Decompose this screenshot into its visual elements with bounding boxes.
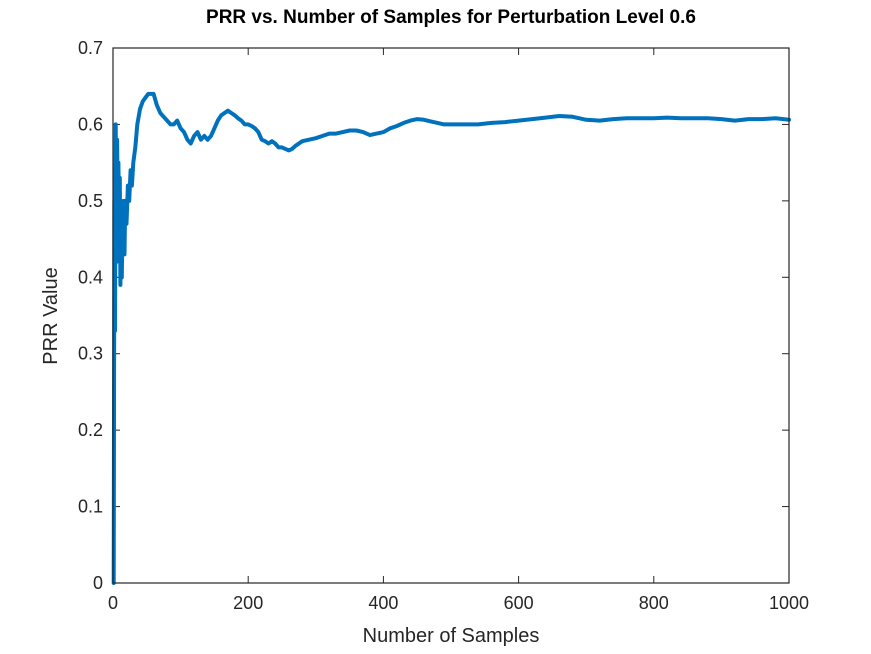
y-tick-label: 0.3 — [78, 344, 103, 364]
y-tick-label: 0.4 — [78, 267, 103, 287]
chart-title: PRR vs. Number of Samples for Perturbati… — [206, 7, 696, 28]
axes-box — [112, 47, 790, 584]
plot-area — [111, 91, 791, 585]
y-tick-label: 0.7 — [78, 38, 103, 58]
x-tick-label: 200 — [233, 593, 263, 613]
x-axis-label: Number of Samples — [363, 625, 540, 647]
y-tick-label: 0 — [93, 573, 103, 593]
y-axis-label: PRR Value — [40, 267, 62, 364]
x-tick-label: 800 — [639, 593, 669, 613]
x-tick-label: 600 — [504, 593, 534, 613]
y-tick-label: 0.1 — [78, 497, 103, 517]
tick-group: 0 200 400 600 800 1000 0 0.1 0.2 0.3 0.4 0.5 0.6 0.7 — [78, 38, 809, 613]
x-tick-label: 0 — [108, 593, 118, 613]
y-tick-label: 0.5 — [78, 191, 103, 211]
x-tick-label: 400 — [368, 593, 398, 613]
prr-series-line — [111, 91, 791, 585]
y-tick-label: 0.6 — [78, 114, 103, 134]
x-tick-label: 1000 — [769, 593, 809, 613]
y-tick-label: 0.2 — [78, 420, 103, 440]
